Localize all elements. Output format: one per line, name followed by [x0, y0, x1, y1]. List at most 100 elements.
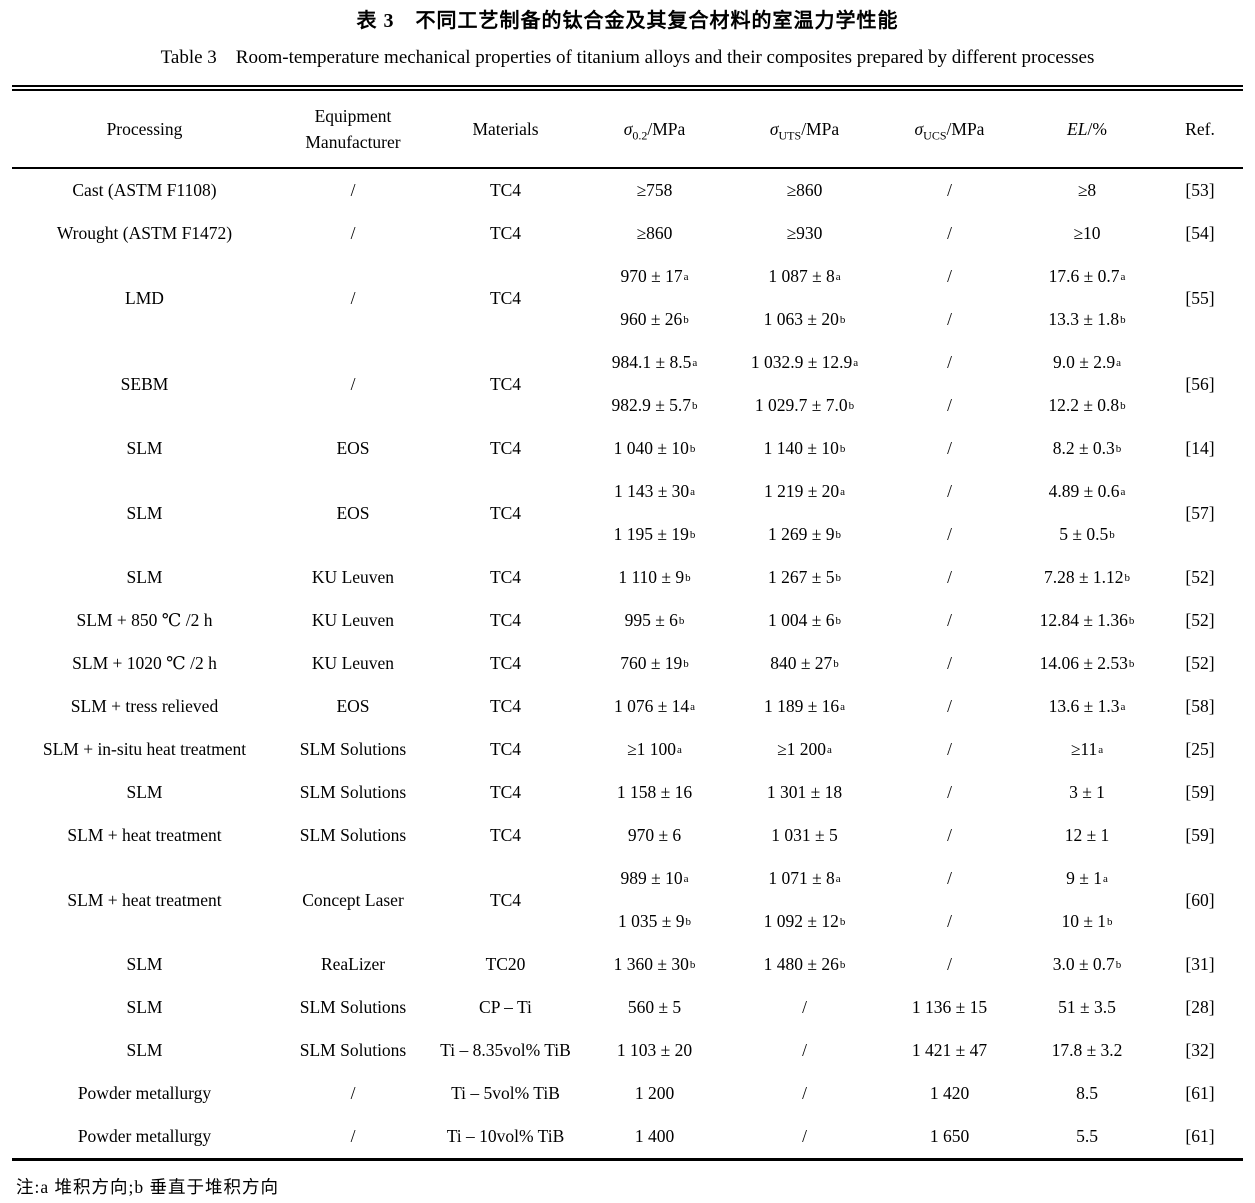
header-label: Equipment: [314, 106, 392, 126]
cell-equipment: /: [350, 287, 356, 308]
cell-el: 9.0 ± 2.9 a 12.2 ± 0.8 b: [1017, 341, 1157, 427]
value-line: 989 ± 10 a: [620, 868, 689, 888]
value-line: /: [947, 309, 952, 329]
value-line: 1 136 ± 15: [911, 997, 988, 1017]
cell-ucs: /: [882, 599, 1017, 642]
value-line: ≥758: [636, 180, 673, 200]
cell-materials: TC20: [485, 954, 526, 974]
table-footnote: 注:a 堆积方向;b 垂直于堆积方向: [16, 1177, 279, 1197]
cell-ref: [54]: [1185, 223, 1215, 243]
value-line: 1 189 ± 16 a: [763, 696, 846, 716]
cell-el: 7.28 ± 1.12 b: [1017, 556, 1157, 599]
value-line: 1 092 ± 12 b: [763, 911, 846, 931]
value-line: 760 ± 19 b: [620, 653, 689, 673]
cell-s02: 1 400: [582, 1115, 727, 1160]
cell-equipment: EOS: [336, 438, 370, 458]
cell-uts: 1 301 ± 18: [727, 771, 882, 814]
cell-uts: 1 189 ± 16 a: [727, 685, 882, 728]
table-row: SLM ReaLizer TC20 1 360 ± 30 b 1 480 ± 26 b / 3.…: [12, 943, 1243, 986]
cell-s02: 1 360 ± 30 b: [582, 943, 727, 986]
cell-processing: SLM: [126, 954, 163, 974]
table-row: SEBM / TC4 984.1 ± 8.5 a 982.9 ± 5.7 b 1 032.9 …: [12, 341, 1243, 427]
header-label: Manufacturer: [305, 132, 401, 152]
cell-equipment: SLM Solutions: [299, 997, 407, 1017]
cell-materials: TC4: [489, 696, 522, 716]
cell-ref: [53]: [1185, 180, 1215, 200]
cell-uts: 1 140 ± 10 b: [727, 427, 882, 470]
value-line: 1 200: [634, 1083, 675, 1103]
cell-ref: [58]: [1185, 696, 1215, 716]
cell-ucs: /: [882, 642, 1017, 685]
cell-equipment: EOS: [336, 696, 370, 716]
value-line: 5.5: [1076, 1126, 1098, 1146]
cell-ucs: /: [882, 556, 1017, 599]
cell-equipment: ReaLizer: [320, 954, 386, 974]
cell-equipment: /: [350, 1083, 356, 1103]
table-row: SLM SLM Solutions Ti – 8.35vol% TiB 1 103 ±…: [12, 1029, 1243, 1072]
cell-ucs: /: [882, 771, 1017, 814]
value-line: 1 650: [929, 1126, 970, 1146]
cell-uts: ≥930: [727, 212, 882, 255]
value-line: /: [947, 610, 952, 630]
cell-uts: /: [727, 1115, 882, 1160]
value-line: 8.2 ± 0.3 b: [1052, 438, 1122, 458]
value-line: 1 029.7 ± 7.0 b: [754, 395, 855, 415]
cell-ucs: /: [882, 728, 1017, 771]
sigma-subscript: UCS: [923, 128, 947, 142]
value-line: 1 480 ± 26 b: [763, 954, 846, 974]
value-line: 1 420: [929, 1083, 970, 1103]
cell-uts: ≥860: [727, 168, 882, 212]
cell-materials: Ti – 5vol% TiB: [451, 1083, 560, 1103]
cell-uts: 1 031 ± 5: [727, 814, 882, 857]
cell-s02: ≥860: [582, 212, 727, 255]
cell-processing: Cast (ASTM F1108): [72, 180, 217, 200]
cell-equipment: /: [350, 223, 356, 243]
cell-ref: [59]: [1185, 825, 1215, 845]
cell-equipment: /: [350, 1126, 356, 1146]
cell-ref: [59]: [1185, 782, 1215, 802]
value-line: ≥860: [636, 223, 673, 243]
cell-materials: TC4: [489, 889, 522, 910]
cell-ucs: 1 420: [882, 1072, 1017, 1115]
value-line: /: [947, 395, 952, 415]
unit-label: /%: [1087, 118, 1107, 139]
value-line: 51 ± 3.5: [1058, 997, 1116, 1017]
value-line: /: [947, 567, 952, 587]
value-line: 984.1 ± 8.5 a: [611, 352, 698, 372]
unit-label: /MPa: [647, 118, 686, 139]
cell-ucs: / /: [882, 341, 1017, 427]
cell-materials: TC4: [489, 610, 522, 630]
cell-processing: SLM + 1020 ℃ /2 h: [72, 653, 217, 673]
cell-el: 3 ± 1: [1017, 771, 1157, 814]
value-line: /: [947, 223, 952, 243]
value-line: ≥860: [786, 180, 823, 200]
cell-ref: [61]: [1185, 1083, 1215, 1103]
cell-el: 17.8 ± 3.2: [1017, 1029, 1157, 1072]
cell-s02: 1 158 ± 16: [582, 771, 727, 814]
value-line: /: [802, 1083, 807, 1103]
cell-ref: [28]: [1185, 997, 1215, 1017]
cell-s02: 970 ± 17 a 960 ± 26 b: [582, 255, 727, 341]
cell-ref: [57]: [1185, 502, 1215, 523]
cell-ucs: /: [882, 427, 1017, 470]
cell-equipment: KU Leuven: [311, 610, 395, 630]
cell-s02: 970 ± 6: [582, 814, 727, 857]
cell-el: 4.89 ± 0.6 a 5 ± 0.5 b: [1017, 470, 1157, 556]
cell-el: 13.6 ± 1.3 a: [1017, 685, 1157, 728]
value-line: 17.6 ± 0.7 a: [1048, 266, 1126, 286]
cell-uts: 1 032.9 ± 12.9 a 1 029.7 ± 7.0 b: [727, 341, 882, 427]
cell-ucs: /: [882, 685, 1017, 728]
value-line: 1 140 ± 10 b: [763, 438, 846, 458]
cell-processing: SLM + heat treatment: [67, 889, 222, 910]
cell-processing: SEBM: [120, 373, 169, 394]
cell-materials: Ti – 8.35vol% TiB: [440, 1040, 571, 1060]
value-line: ≥1 100 a: [627, 739, 682, 759]
col-header-materials: Materials: [429, 91, 582, 169]
cell-s02: 1 103 ± 20: [582, 1029, 727, 1072]
